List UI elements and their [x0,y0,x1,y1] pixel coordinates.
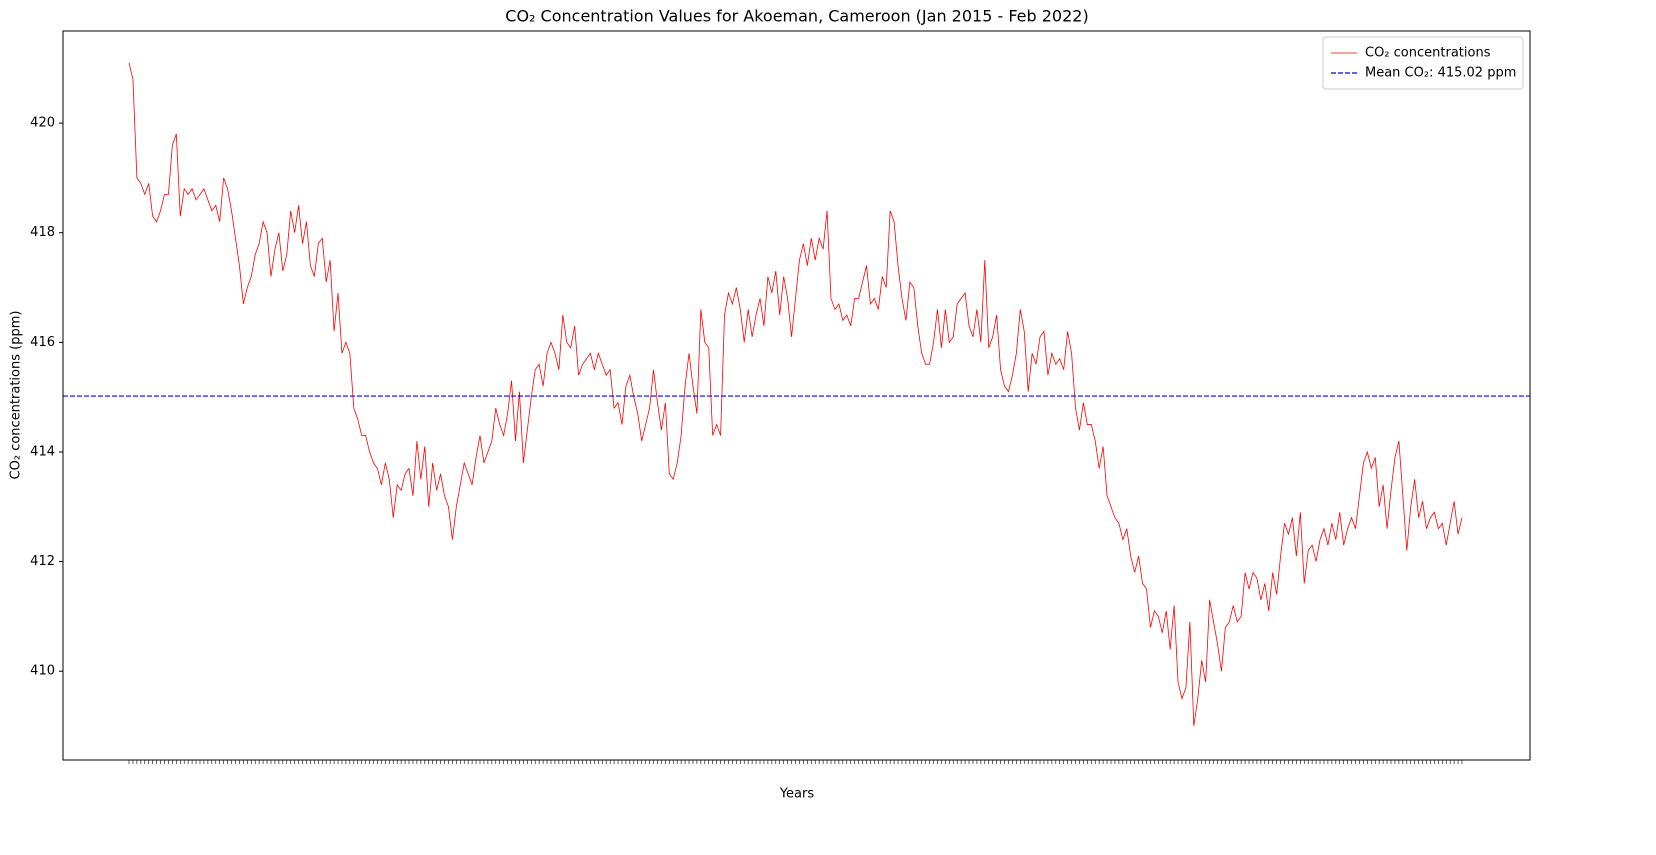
y-tick-label: 418 [30,225,55,240]
y-tick-label: 420 [30,116,55,131]
y-tick-label: 412 [30,554,55,569]
legend: CO₂ concentrations Mean CO₂: 415.02 ppm [1322,36,1524,90]
legend-label: Mean CO₂: 415.02 ppm [1365,66,1516,81]
x-axis-label: Years [779,787,815,802]
legend-label: CO₂ concentrations [1365,46,1491,61]
plot-area: 410 412 414 416 418 420 [30,62,1530,764]
legend-box [1322,36,1524,90]
y-axis-label: CO₂ concentrations (ppm) [9,311,24,480]
axes-frame [62,30,1531,761]
y-tick-label: 414 [30,444,55,459]
y-tick-label: 416 [30,335,55,350]
y-tick-label: 410 [30,664,55,679]
chart-title: CO₂ Concentration Values for Akoeman, Ca… [505,7,1088,26]
data-line [128,62,1463,727]
